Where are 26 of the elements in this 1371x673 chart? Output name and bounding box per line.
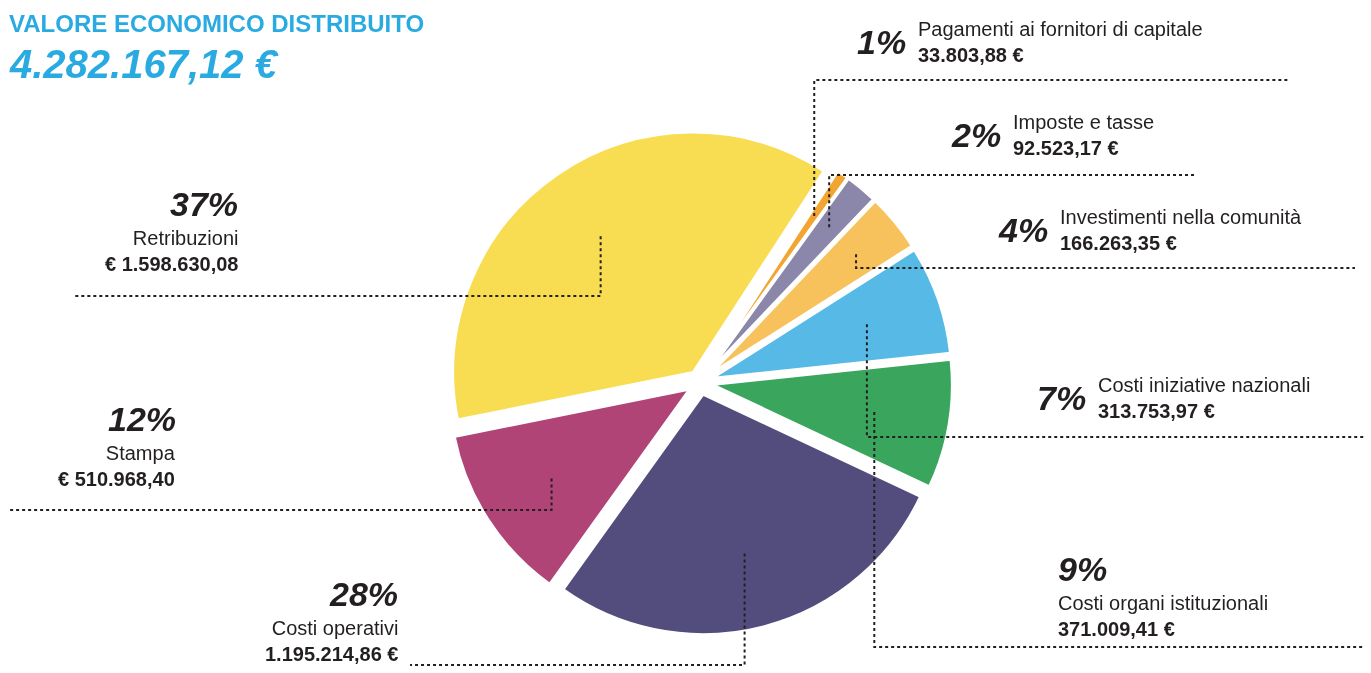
slice-label: Costi iniziative nazionali (1098, 374, 1311, 396)
data-label: € 510.968,40 (58, 468, 175, 490)
text: 37% (170, 185, 239, 223)
data-label: 33.803,88 € (918, 44, 1024, 66)
text: 1% (857, 23, 907, 61)
slice-label: Investimenti nella comunità (1060, 206, 1303, 228)
text: 7% (1037, 379, 1087, 417)
slice-label: Costi organi istituzionali (1058, 592, 1269, 614)
slice-label: Retribuzioni (132, 227, 239, 249)
chart-title: VALORE ECONOMICO DISTRIBUITO (9, 10, 425, 37)
text: 12% (108, 400, 177, 438)
slice-label: Imposte e tasse (1013, 111, 1155, 133)
data-label: 92.523,17 € (1013, 137, 1119, 159)
data-label: 371.009,41 € (1058, 618, 1175, 640)
data-label: 313.753,97 € (1098, 400, 1215, 422)
slice-label: Pagamenti ai fornitori di capitale (918, 18, 1203, 40)
data-label: 1.195.214,86 € (265, 643, 399, 665)
text: 4.282.167,12 € (9, 42, 279, 86)
slice-label: Stampa (105, 442, 176, 464)
text: 2% (951, 116, 1002, 154)
slice-label: Costi operativi (271, 617, 399, 639)
text: 28% (329, 575, 399, 613)
text: 4% (998, 211, 1049, 249)
data-label: € 1.598.630,08 (105, 253, 239, 275)
data-label: 166.263,35 € (1060, 232, 1177, 254)
text: 9% (1058, 550, 1108, 588)
